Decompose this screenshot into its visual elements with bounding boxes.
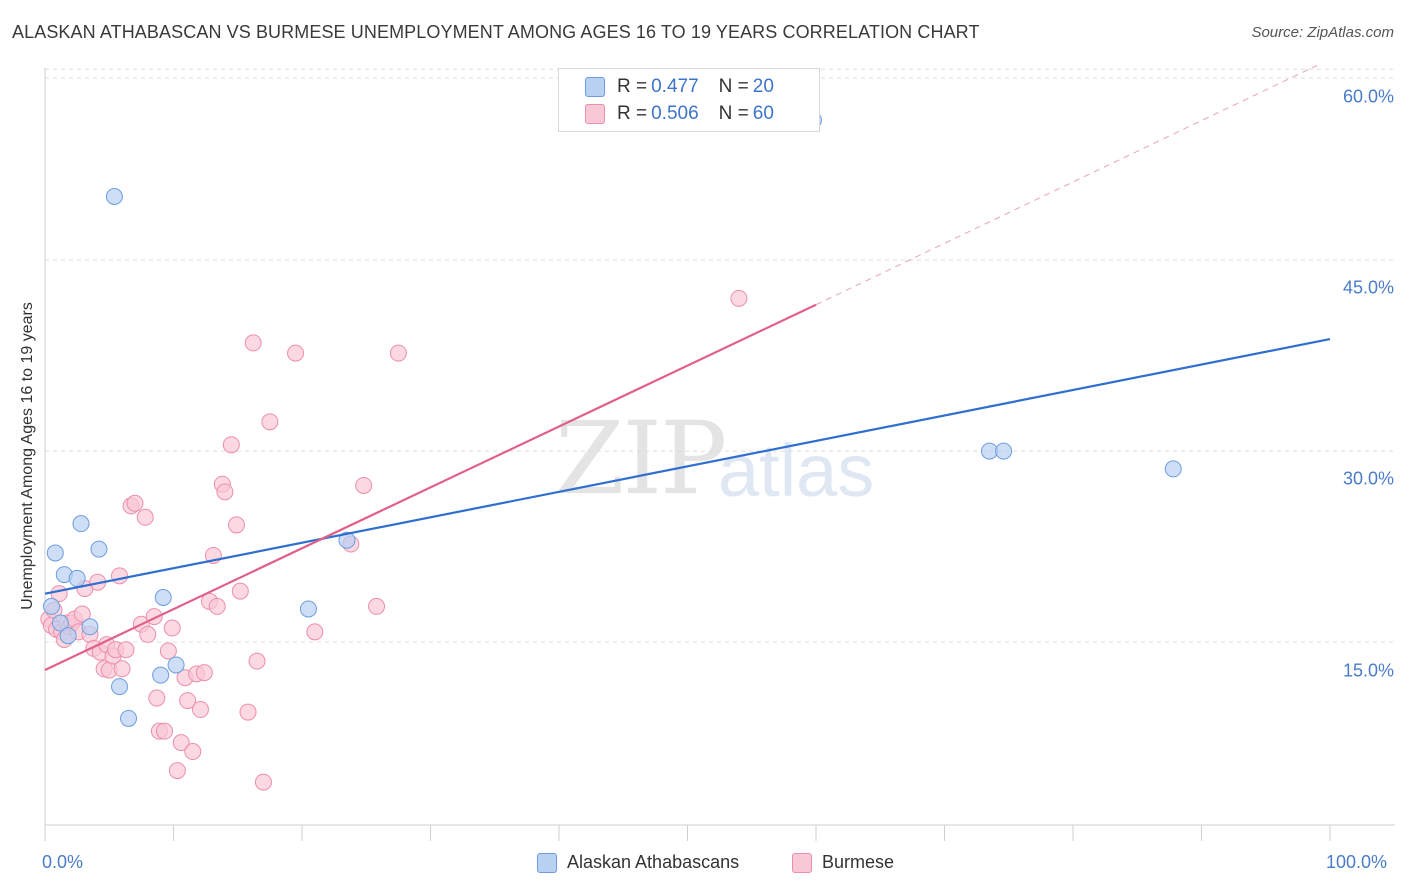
burmese-point (168, 762, 186, 780)
athabascan-point (72, 515, 90, 533)
chart-title: ALASKAN ATHABASCAN VS BURMESE UNEMPLOYME… (12, 22, 980, 42)
source-label: Source: ZipAtlas.com (1251, 24, 1394, 41)
athabascan-point (167, 656, 185, 674)
athabascan-point (42, 597, 60, 615)
burmese-trend-line (44, 303, 817, 672)
athabascan-point (59, 627, 77, 645)
x-tick-label-max: 100.0% (1326, 852, 1388, 872)
y-tick-label-15: 15.0% (1342, 660, 1394, 681)
burmese-point (159, 642, 177, 660)
bottom-legend-label: Burmese (822, 852, 895, 872)
legend-r-value: 0.477 (651, 76, 699, 97)
burmese-point (163, 619, 181, 637)
legend-row-burmese: R = 0.506 N = 60 (585, 102, 774, 126)
legend-row-athabascans: R = 0.477 N = 20 (585, 75, 774, 99)
burmese-point (254, 773, 272, 791)
legend-swatch-pink (585, 104, 605, 124)
burmese-point (248, 652, 266, 670)
legend-n-value: 20 (752, 76, 774, 97)
athabascan-point (338, 531, 356, 549)
burmese-point (227, 516, 245, 534)
legend-r-label: R = (617, 76, 648, 97)
bottom-legend-athabascans: Alaskan Athabascans (537, 852, 739, 873)
athabascan-point (46, 544, 64, 562)
legend-n-label: N = (718, 103, 749, 124)
x-tick-label-min: 0.0% (42, 852, 84, 872)
athabascan-point (68, 569, 86, 587)
athabascan-point (299, 600, 317, 618)
athabascan-trend-line (44, 337, 1331, 595)
burmese-point (261, 413, 279, 431)
burmese-point (306, 623, 324, 641)
burmese-point (148, 689, 166, 707)
y-axis-label: Unemployment Among Ages 16 to 19 years (19, 302, 36, 610)
athabascan-point (120, 709, 138, 727)
burmese-point (156, 722, 174, 740)
burmese-point (355, 476, 373, 494)
y-tick-label-30: 30.0% (1342, 468, 1394, 489)
athabascan-point (152, 666, 170, 684)
burmese-point (231, 582, 249, 600)
athabascan-point (105, 188, 123, 205)
legend-r-value: 0.506 (651, 103, 699, 124)
athabascan-point (90, 540, 108, 558)
legend-n-value: 60 (752, 103, 774, 124)
burmese-point (216, 483, 234, 501)
y-tick-label-60: 60.0% (1342, 86, 1394, 107)
bottom-legend-swatch-pink (792, 852, 812, 873)
burmese-trend-extension (815, 64, 1318, 306)
watermark-zip: ZIP (555, 400, 727, 517)
legend-n-label: N = (718, 76, 749, 97)
burmese-point (389, 344, 407, 362)
athabascan-point (154, 588, 172, 606)
burmese-point (139, 625, 157, 643)
burmese-point (117, 641, 135, 659)
athabascan-point (51, 614, 69, 632)
y-tick-label-45: 45.0% (1342, 277, 1394, 298)
burmese-point (111, 567, 129, 585)
burmese-point (208, 597, 226, 615)
athabascan-point (980, 442, 998, 460)
legend-swatch-blue (585, 77, 605, 97)
burmese-point (287, 344, 305, 362)
bottom-legend-burmese: Burmese (792, 852, 894, 873)
burmese-point (222, 436, 240, 454)
bottom-legend-label: Alaskan Athabascans (567, 852, 740, 872)
burmese-point (239, 703, 257, 721)
athabascan-point (111, 678, 129, 696)
burmese-point (136, 508, 154, 526)
burmese-point (191, 701, 209, 719)
burmese-point (195, 664, 213, 682)
legend-r-label: R = (617, 103, 648, 124)
burmese-point (730, 289, 748, 307)
burmese-point (126, 494, 144, 512)
watermark-atlas: atlas (718, 429, 875, 512)
bottom-legend-swatch-blue (537, 852, 557, 873)
burmese-point (179, 692, 197, 710)
athabascan-point (995, 442, 1013, 460)
burmese-point (244, 334, 262, 352)
burmese-point (184, 743, 202, 761)
burmese-point (73, 605, 91, 623)
burmese-point (368, 597, 386, 615)
athabascan-point (1164, 460, 1182, 478)
burmese-point (113, 660, 131, 678)
stats-legend: R = 0.477 N = 20 R = 0.506 N = 60 (558, 68, 820, 132)
burmese-point (172, 734, 190, 752)
athabascan-point (81, 618, 99, 636)
